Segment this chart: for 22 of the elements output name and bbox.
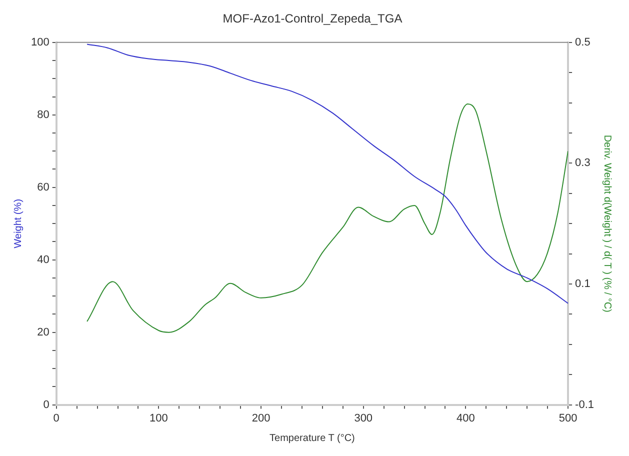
x-tick-label: 400 xyxy=(456,412,475,424)
line-series xyxy=(86,104,568,333)
y-tick-label: 60 xyxy=(37,181,50,194)
line-series xyxy=(86,44,568,304)
x-tick-label: 300 xyxy=(354,412,373,424)
chart-title: MOF-Azo1-Control_Zepeda_TGA xyxy=(222,12,402,26)
y-tick-label: 20 xyxy=(37,326,50,338)
y-tick-label: 0 xyxy=(43,398,50,411)
y-tick-label: 80 xyxy=(37,108,50,121)
y2-tick-label: 0.3 xyxy=(575,157,590,170)
x-tick-label: 500 xyxy=(558,412,578,424)
y-tick-label: 40 xyxy=(37,254,50,266)
y2-tick-label: 0.1 xyxy=(575,278,590,290)
y2-tick-label: 0.5 xyxy=(575,36,590,48)
y2-tick-label: -0.1 xyxy=(575,398,594,411)
x-tick-label: 0 xyxy=(53,412,60,424)
y-axis-title: Weight (%) xyxy=(12,198,24,248)
x-axis-title: Temperature T (°C) xyxy=(270,432,355,444)
x-tick-label: 200 xyxy=(252,412,270,424)
x-tick-label: 100 xyxy=(150,412,168,424)
y2-axis-title: Deriv. Weight d(Weight ) / d( T ) (% / °C) xyxy=(601,134,612,312)
y-tick-label: 100 xyxy=(30,36,50,48)
